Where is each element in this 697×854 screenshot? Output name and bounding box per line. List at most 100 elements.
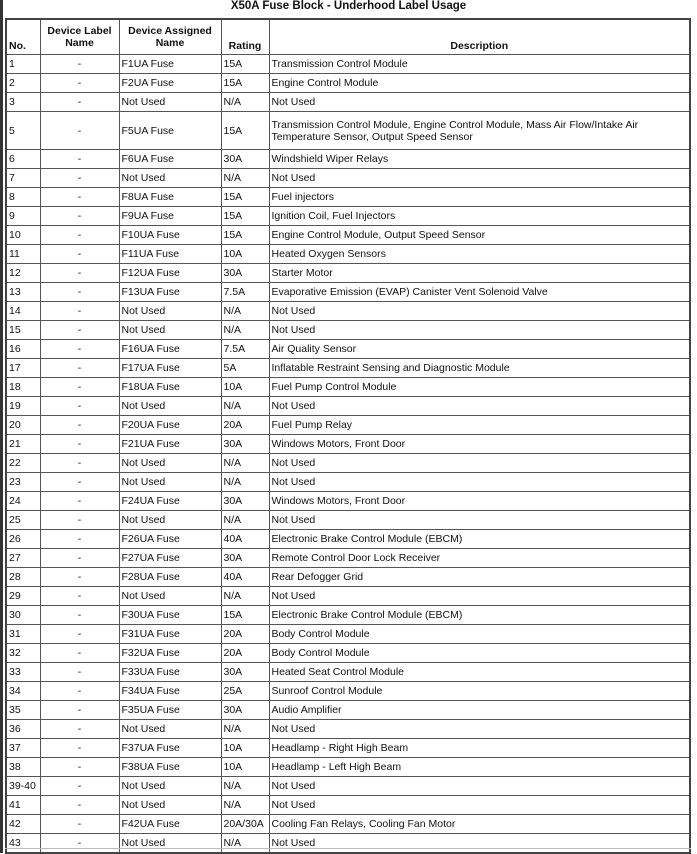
table-row: 34- F34UA Fuse 25A Sunroof Control Module: [5, 681, 691, 701]
table-row: 23- Not Used N/A Not Used: [5, 472, 691, 492]
table-row: 10- F10UA Fuse 15A Engine Control Module, O…: [5, 225, 691, 245]
header-rating: Rating: [220, 18, 270, 55]
cell-device-assigned-name: F38UA Fuse: [118, 757, 222, 777]
cell-description: Starter Motor: [268, 263, 691, 283]
cell-description: Sunroof Control Module: [268, 681, 691, 701]
cell-rating: 20A: [220, 643, 270, 663]
cell-no: 21: [5, 434, 41, 454]
table-row: 19- Not Used N/A Not Used: [5, 396, 691, 416]
cell-no: 14: [5, 301, 41, 321]
cell-rating: N/A: [220, 719, 270, 739]
cell-no: 5: [5, 111, 41, 150]
table-row: 28- F28UA Fuse 40A Rear Defogger Grid: [5, 567, 691, 587]
cell-rating: 30A: [220, 491, 270, 511]
cell-rating: 5A: [220, 358, 270, 378]
cell-device-assigned-name: F33UA Fuse: [118, 662, 222, 682]
table-row: 1- F1UA Fuse 15A Transmission Control Modul…: [5, 54, 691, 74]
cell-rating: 30A: [220, 149, 270, 169]
table-row: 18- F18UA Fuse 10A Fuel Pump Control Module: [5, 377, 691, 397]
cell-no: 2: [5, 73, 41, 93]
cell-device-assigned-name: F6UA Fuse: [118, 149, 222, 169]
table-row: 29- Not Used N/A Not Used: [5, 586, 691, 606]
left-edge-bar: [0, 0, 3, 853]
cell-device-assigned-name: F9UA Fuse: [118, 206, 222, 226]
cell-description: Not Used: [268, 92, 691, 112]
cell-no: 18: [5, 377, 41, 397]
cell-no: 43: [5, 833, 41, 854]
cell-device-assigned-name: F24UA Fuse: [118, 491, 222, 511]
cell-rating: 20A: [220, 624, 270, 644]
cell-no: 3: [5, 92, 41, 112]
cell-description: Electronic Brake Control Module (EBCM): [268, 605, 691, 625]
table-row: 25- Not Used N/A Not Used: [5, 510, 691, 530]
cell-device-label-name: -: [39, 282, 120, 302]
cell-device-assigned-name: F42UA Fuse: [118, 814, 222, 834]
table-row: 41- Not Used N/A Not Used: [5, 795, 691, 815]
cell-rating: N/A: [220, 586, 270, 606]
header-device-assigned-name: Device Assigned Name: [118, 18, 222, 55]
table-row: 27- F27UA Fuse 30A Remote Control Door Lock…: [5, 548, 691, 568]
cell-device-label-name: -: [39, 776, 120, 796]
table-row: 12- F12UA Fuse 30A Starter Motor: [5, 263, 691, 283]
table-row: 30- F30UA Fuse 15A Electronic Brake Control…: [5, 605, 691, 625]
cell-no: 12: [5, 263, 41, 283]
cell-rating: N/A: [220, 510, 270, 530]
cell-no: 35: [5, 700, 41, 720]
cell-description: Electronic Brake Control Module (EBCM): [268, 529, 691, 549]
cell-device-label-name: -: [39, 719, 120, 739]
cell-rating: 10A: [220, 244, 270, 264]
cell-device-label-name: -: [39, 453, 120, 473]
cell-description: Audio Amplifier: [268, 700, 691, 720]
cell-no: 39-40: [5, 776, 41, 796]
cell-no: 23: [5, 472, 41, 492]
cell-device-label-name: -: [39, 396, 120, 416]
cell-device-label-name: -: [39, 168, 120, 188]
cell-device-label-name: -: [39, 757, 120, 777]
cell-device-label-name: -: [39, 491, 120, 511]
cell-description: Not Used: [268, 719, 691, 739]
cell-device-label-name: -: [39, 54, 120, 74]
cell-device-assigned-name: F11UA Fuse: [118, 244, 222, 264]
cell-device-assigned-name: Not Used: [118, 776, 222, 796]
cell-no: 16: [5, 339, 41, 359]
cell-no: 13: [5, 282, 41, 302]
cell-device-label-name: -: [39, 377, 120, 397]
cell-device-assigned-name: Not Used: [118, 719, 222, 739]
cell-no: 26: [5, 529, 41, 549]
cell-no: 29: [5, 586, 41, 606]
cell-no: 24: [5, 491, 41, 511]
cell-no: 22: [5, 453, 41, 473]
cell-rating: 15A: [220, 111, 270, 150]
cell-rating: N/A: [220, 776, 270, 796]
cell-device-assigned-name: F27UA Fuse: [118, 548, 222, 568]
table-header-row: No. Device Label Name Device Assigned Na…: [5, 18, 691, 55]
cell-device-assigned-name: F8UA Fuse: [118, 187, 222, 207]
cell-no: 8: [5, 187, 41, 207]
cell-no: 33: [5, 662, 41, 682]
table-row: 2- F2UA Fuse 15A Engine Control Module: [5, 73, 691, 93]
table-row: 20- F20UA Fuse 20A Fuel Pump Relay: [5, 415, 691, 435]
cell-rating: 25A: [220, 681, 270, 701]
cell-rating: 30A: [220, 548, 270, 568]
cell-rating: 30A: [220, 700, 270, 720]
cell-description: Body Control Module: [268, 624, 691, 644]
cell-no: 19: [5, 396, 41, 416]
cell-device-label-name: -: [39, 415, 120, 435]
cell-description: Windows Motors, Front Door: [268, 491, 691, 511]
cell-device-assigned-name: Not Used: [118, 510, 222, 530]
cell-no: 31: [5, 624, 41, 644]
cell-device-assigned-name: F35UA Fuse: [118, 700, 222, 720]
cell-device-label-name: -: [39, 529, 120, 549]
cell-rating: 15A: [220, 187, 270, 207]
cell-no: 7: [5, 168, 41, 188]
page-title: X50A Fuse Block - Underhood Label Usage: [230, 0, 467, 12]
cell-rating: 40A: [220, 529, 270, 549]
cell-description: Ignition Coil, Fuel Injectors: [268, 206, 691, 226]
cell-description: Heated Oxygen Sensors: [268, 244, 691, 264]
cell-rating: N/A: [220, 168, 270, 188]
cell-description: Air Quality Sensor: [268, 339, 691, 359]
cell-device-assigned-name: F2UA Fuse: [118, 73, 222, 93]
cell-device-label-name: -: [39, 472, 120, 492]
cell-device-label-name: -: [39, 738, 120, 758]
fuse-table: No. Device Label Name Device Assigned Na…: [5, 18, 691, 854]
